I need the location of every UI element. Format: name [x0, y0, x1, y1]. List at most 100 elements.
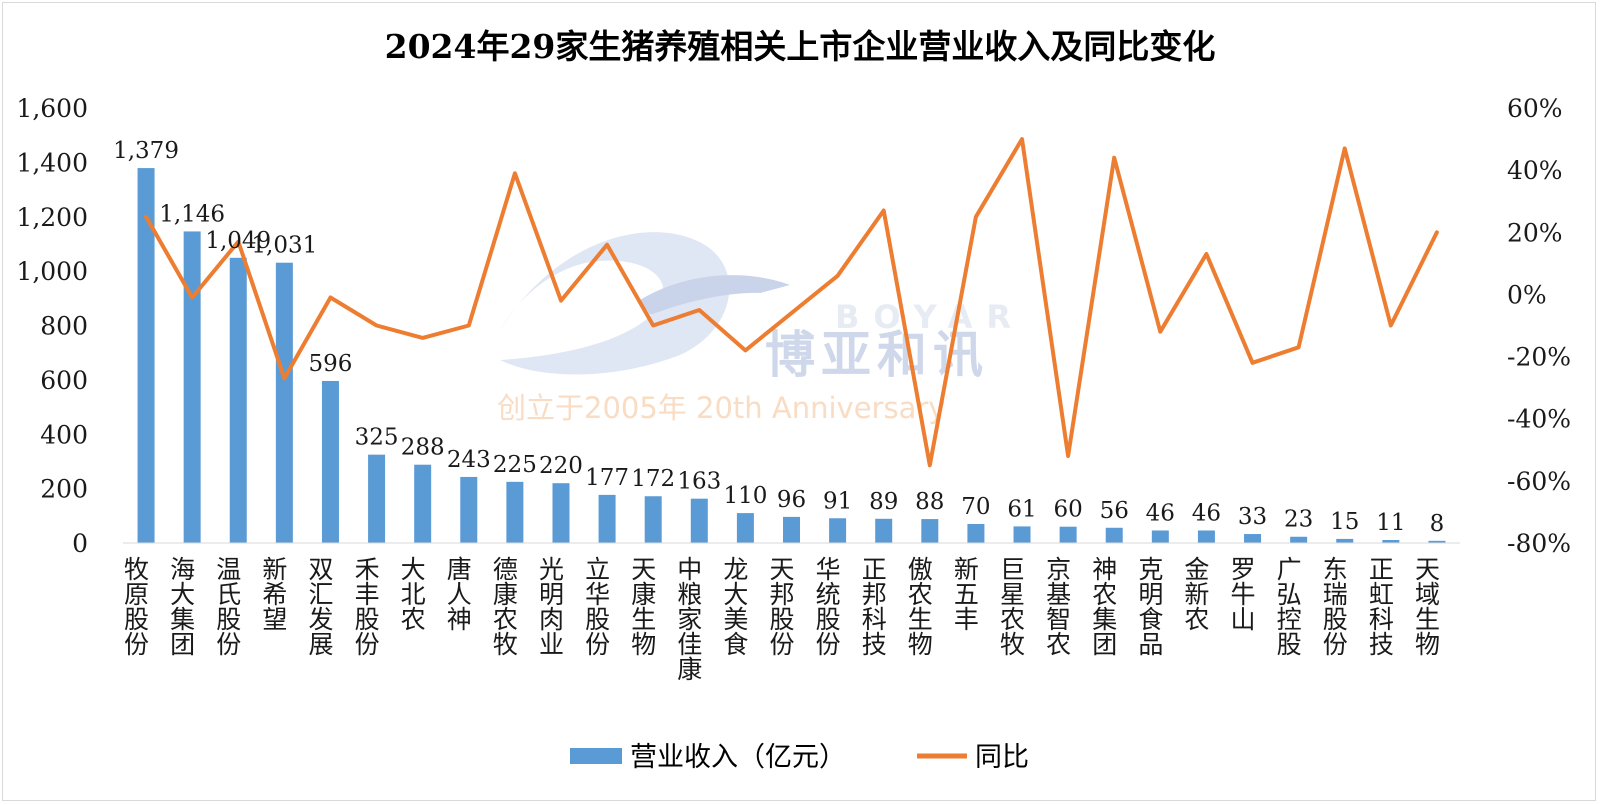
category-label: 东瑞股份 — [1319, 556, 1348, 656]
category-label: 神农集团 — [1089, 556, 1118, 656]
watermark-brand-latin: BOYAR — [835, 298, 1025, 336]
category-label: 克明食品 — [1135, 556, 1164, 656]
category-label: 德康农牧 — [489, 556, 518, 656]
bar-value-label: 596 — [309, 351, 353, 377]
bar-value-label: 288 — [401, 435, 445, 461]
revenue-bar — [552, 483, 570, 543]
bar-value-label: 8 — [1430, 511, 1445, 537]
revenue-bar — [1197, 530, 1215, 543]
revenue-bar — [690, 498, 708, 543]
revenue-bar — [321, 380, 339, 543]
right-axis-tick-label: -40% — [1507, 405, 1571, 434]
category-label: 立华股份 — [582, 556, 611, 656]
bar-value-label: 172 — [631, 466, 675, 492]
watermark-swoosh-shape — [500, 232, 730, 375]
category-label: 唐人神 — [443, 556, 472, 631]
legend-label-yoy: 同比 — [975, 742, 1029, 773]
revenue-bar — [875, 518, 893, 543]
revenue-bar — [506, 481, 524, 543]
bar-value-label: 89 — [869, 489, 898, 515]
category-label: 金新农 — [1181, 556, 1210, 631]
right-axis-tick-label: 0% — [1507, 280, 1547, 309]
bar-value-label: 70 — [961, 494, 990, 520]
category-label: 光明肉业 — [535, 556, 564, 656]
yoy-line — [144, 137, 1439, 468]
bar-value-label: 163 — [677, 469, 721, 495]
revenue-bar — [1244, 534, 1262, 543]
revenue-bar — [1151, 530, 1169, 543]
category-label: 双汇发展 — [305, 556, 334, 656]
revenue-bar — [1059, 526, 1077, 543]
revenue-bars — [137, 168, 1446, 543]
bar-value-label: 96 — [777, 487, 806, 513]
bar-value-label: 15 — [1330, 509, 1359, 535]
revenue-bar — [967, 523, 985, 543]
left-axis-tick-label: 0 — [72, 529, 88, 558]
left-axis-tick-label: 200 — [40, 475, 88, 504]
category-label: 正邦科技 — [858, 556, 887, 656]
watermark-tagline: 创立于2005年 20th Anniversary — [497, 391, 945, 425]
right-axis-tick-label: 20% — [1507, 218, 1563, 247]
category-label: 京基智农 — [1043, 556, 1072, 656]
revenue-bar — [783, 516, 800, 543]
revenue-bar — [644, 496, 662, 543]
bar-value-label: 1,146 — [159, 201, 225, 227]
left-axis-tick-label: 1,600 — [16, 94, 88, 123]
left-axis-tick-label: 1,000 — [16, 257, 88, 286]
bar-value-label: 61 — [1007, 496, 1036, 522]
bar-value-label: 11 — [1376, 510, 1405, 536]
revenue-bar — [1428, 540, 1446, 543]
revenue-bar — [229, 257, 247, 543]
category-label: 牧原股份 — [121, 556, 150, 656]
chart-title: 2024年29家生猪养殖相关上市企业营业收入及同比变化 — [385, 27, 1216, 66]
left-axis-tick-label: 800 — [40, 312, 88, 341]
category-label: 罗牛山 — [1227, 556, 1256, 631]
legend-swatch-revenue — [570, 748, 622, 764]
right-axis: -80% -60% -40% -20% 0% 20% 40% 60% — [1507, 94, 1571, 558]
bar-value-label: 1,049 — [205, 228, 271, 254]
bar-value-label: 225 — [493, 452, 537, 478]
boyar-watermark-logo: BOYAR 博亚和讯 创立于2005年 20th Anniversary — [497, 232, 1025, 425]
revenue-bar — [460, 476, 478, 543]
revenue-bar — [1382, 540, 1400, 543]
revenue-bar — [1336, 538, 1354, 543]
category-label: 傲农生物 — [904, 556, 933, 656]
left-axis-tick-label: 600 — [40, 366, 88, 395]
right-axis-tick-label: -80% — [1507, 529, 1571, 558]
revenue-bar — [829, 518, 847, 543]
bar-value-label: 56 — [1100, 498, 1129, 524]
revenue-bar — [736, 513, 754, 543]
category-label: 龙大美食 — [720, 556, 749, 656]
bar-value-label: 91 — [823, 488, 852, 514]
category-label: 广弘控股 — [1273, 556, 1302, 656]
bar-value-label: 88 — [915, 489, 944, 515]
bar-value-label: 33 — [1238, 504, 1267, 530]
left-axis: 0 200 400 600 800 1,000 1,200 1,400 1,600 — [16, 94, 88, 558]
revenue-bar — [414, 464, 432, 543]
watermark-bird-shape — [640, 275, 790, 315]
revenue-bar — [1013, 526, 1031, 543]
revenue-bar — [183, 231, 201, 543]
bar-value-label: 1,379 — [113, 138, 179, 164]
left-axis-tick-label: 400 — [40, 420, 88, 449]
bar-value-label: 110 — [723, 483, 767, 509]
category-label: 正虹科技 — [1365, 556, 1394, 656]
legend-label-revenue: 营业收入（亿元） — [630, 742, 846, 773]
category-label: 中粮家佳康 — [674, 556, 703, 681]
revenue-bar — [1290, 536, 1308, 543]
legend: 营业收入（亿元） 同比 — [570, 742, 1029, 773]
revenue-bar — [921, 519, 939, 543]
right-axis-tick-label: 60% — [1507, 94, 1563, 123]
bar-value-label: 243 — [447, 447, 491, 473]
right-axis-tick-label: -20% — [1507, 343, 1571, 372]
category-label: 华统股份 — [812, 556, 841, 656]
category-label: 天邦股份 — [766, 556, 795, 656]
bar-value-label: 60 — [1053, 497, 1082, 523]
category-label: 巨星农牧 — [997, 556, 1026, 656]
revenue-bar — [1105, 527, 1123, 543]
right-axis-tick-label: -60% — [1507, 467, 1571, 496]
bar-value-label: 1,031 — [251, 233, 317, 259]
revenue-bar — [598, 494, 616, 543]
bar-value-label: 325 — [355, 425, 399, 451]
